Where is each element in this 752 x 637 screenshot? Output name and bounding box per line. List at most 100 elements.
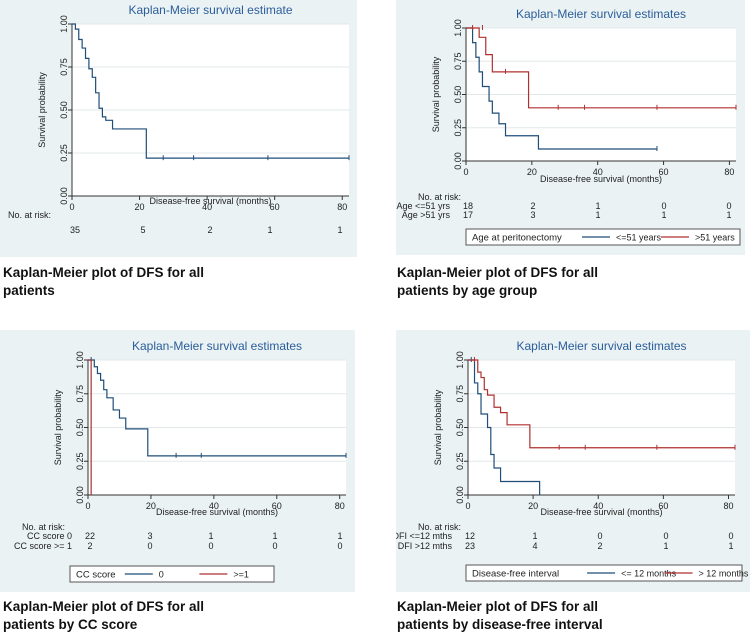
x-tick-label: 80 (337, 202, 347, 212)
chart-title: Kaplan-Meier survival estimates (516, 339, 686, 353)
y-tick-label: 1.00 (59, 15, 69, 33)
risk-count: 23 (465, 541, 475, 551)
y-tick-label: 0.50 (59, 101, 69, 119)
x-axis-label: Disease-free survival (months) (149, 196, 271, 206)
legend-entry: > 12 months (699, 569, 749, 579)
risk-count: 1 (595, 201, 600, 211)
y-axis-label: Survival probability (37, 72, 47, 148)
y-tick-label: 0.25 (455, 452, 465, 470)
legend-title: Age at peritonectomy (472, 233, 562, 244)
risk-row-label: CC score >= 1 (14, 541, 72, 551)
legend-title: CC score (76, 570, 116, 581)
x-tick-label: 40 (593, 167, 603, 177)
risk-count: 0 (597, 531, 602, 541)
risk-count: 0 (726, 201, 731, 211)
risk-count: 1 (595, 210, 600, 220)
legend-title: Disease-free interval (472, 569, 559, 580)
y-tick-label: 0.50 (453, 86, 463, 104)
x-tick-label: 20 (527, 167, 537, 177)
legend-entry: >=1 (233, 570, 249, 580)
x-tick-label: 60 (659, 167, 669, 177)
risk-count: 4 (532, 541, 537, 551)
risk-row-label: CC score 0 (27, 531, 72, 541)
y-tick-label: 0.00 (455, 486, 465, 504)
km-chart-cc: Kaplan-Meier survival estimates 0.00 0.25 0… (0, 330, 355, 592)
x-axis-label: Disease-free survival (months) (540, 174, 662, 184)
x-tick-label: 60 (658, 501, 668, 511)
risk-count: 1 (661, 210, 666, 220)
y-tick-label: 1.00 (453, 19, 463, 37)
risk-count: 2 (597, 541, 602, 551)
risk-table-title: No. at risk: (22, 522, 65, 532)
risk-row-label: Age >51 yrs (402, 210, 451, 220)
risk-count: 0 (208, 541, 213, 551)
risk-count: 0 (272, 541, 277, 551)
x-axis-label: Disease-free survival (months) (156, 507, 278, 517)
km-chart-all: Kaplan-Meier survival estimate 0.00 0.25 0.… (0, 0, 357, 257)
x-axis-label: Disease-free survival (months) (540, 507, 662, 517)
legend-entry: 0 (159, 570, 164, 580)
km-chart-age: Kaplan-Meier survival estimates 0.00 0.25 0… (396, 0, 745, 255)
risk-count: 1 (337, 225, 342, 235)
y-tick-label: 0.00 (453, 152, 463, 170)
x-tick-label: 0 (463, 167, 468, 177)
x-tick-label: 80 (724, 167, 734, 177)
risk-count: 1 (532, 531, 537, 541)
x-tick-label: 40 (209, 501, 219, 511)
risk-count: 2 (530, 201, 535, 211)
caption-all: Kaplan-Meier plot of DFS for all patient… (3, 265, 205, 298)
risk-count: 1 (726, 210, 731, 220)
y-tick-label: 0.50 (75, 419, 85, 437)
survival-curve (88, 359, 92, 495)
survival-curve (72, 23, 349, 159)
risk-count: 0 (337, 541, 342, 551)
chart-title: Kaplan-Meier survival estimate (128, 3, 292, 17)
y-tick-label: 0.25 (75, 452, 85, 470)
risk-count: 1 (663, 541, 668, 551)
risk-count: 0 (147, 541, 152, 551)
y-axis-label: Survival probability (431, 56, 441, 132)
y-tick-label: 0.25 (453, 119, 463, 137)
risk-count: 3 (147, 531, 152, 541)
survival-curve (468, 359, 541, 495)
risk-count: 1 (728, 541, 733, 551)
survival-curve (88, 359, 346, 457)
x-tick-label: 0 (69, 202, 74, 212)
y-tick-label: 0.25 (59, 144, 69, 162)
risk-count: 18 (463, 201, 473, 211)
y-tick-label: 0.50 (455, 419, 465, 437)
km-panel-cc: Kaplan-Meier survival estimates 0.00 0.25 0… (0, 330, 362, 637)
risk-count: 35 (70, 225, 80, 235)
survival-curve (466, 27, 736, 109)
risk-count: 1 (337, 531, 342, 541)
risk-count: 2 (207, 225, 212, 235)
survival-curve (468, 359, 735, 449)
risk-table-title: No. at risk: (418, 192, 461, 202)
y-tick-label: 0.00 (75, 486, 85, 504)
x-tick-label: 80 (723, 501, 733, 511)
y-tick-label: 0.00 (59, 187, 69, 205)
risk-count: 12 (465, 531, 475, 541)
legend-entry: >51 years (695, 233, 735, 243)
x-tick-label: 60 (272, 501, 282, 511)
km-panel-all: Kaplan-Meier survival estimate 0.00 0.25 0.… (0, 0, 360, 300)
x-tick-label: 20 (135, 202, 145, 212)
y-tick-label: 0.75 (453, 52, 463, 70)
risk-count: 17 (463, 210, 473, 220)
y-tick-label: 1.00 (455, 351, 465, 369)
x-tick-label: 40 (593, 501, 603, 511)
km-chart-dfi: Kaplan-Meier survival estimates 0.00 0.25 0… (396, 330, 750, 592)
risk-row-label: DFI >12 mths (398, 541, 453, 551)
risk-count: 0 (728, 531, 733, 541)
km-panel-dfi: Kaplan-Meier survival estimates 0.00 0.25 0… (396, 330, 752, 637)
legend-entry: <=51 years (616, 233, 662, 243)
y-tick-label: 1.00 (75, 351, 85, 369)
risk-count: 5 (140, 225, 145, 235)
y-tick-label: 0.75 (455, 385, 465, 403)
x-tick-label: 20 (528, 501, 538, 511)
chart-title: Kaplan-Meier survival estimates (516, 7, 686, 21)
risk-count: 2 (87, 541, 92, 551)
y-tick-label: 0.75 (75, 385, 85, 403)
x-tick-label: 40 (202, 202, 212, 212)
risk-count: 1 (267, 225, 272, 235)
